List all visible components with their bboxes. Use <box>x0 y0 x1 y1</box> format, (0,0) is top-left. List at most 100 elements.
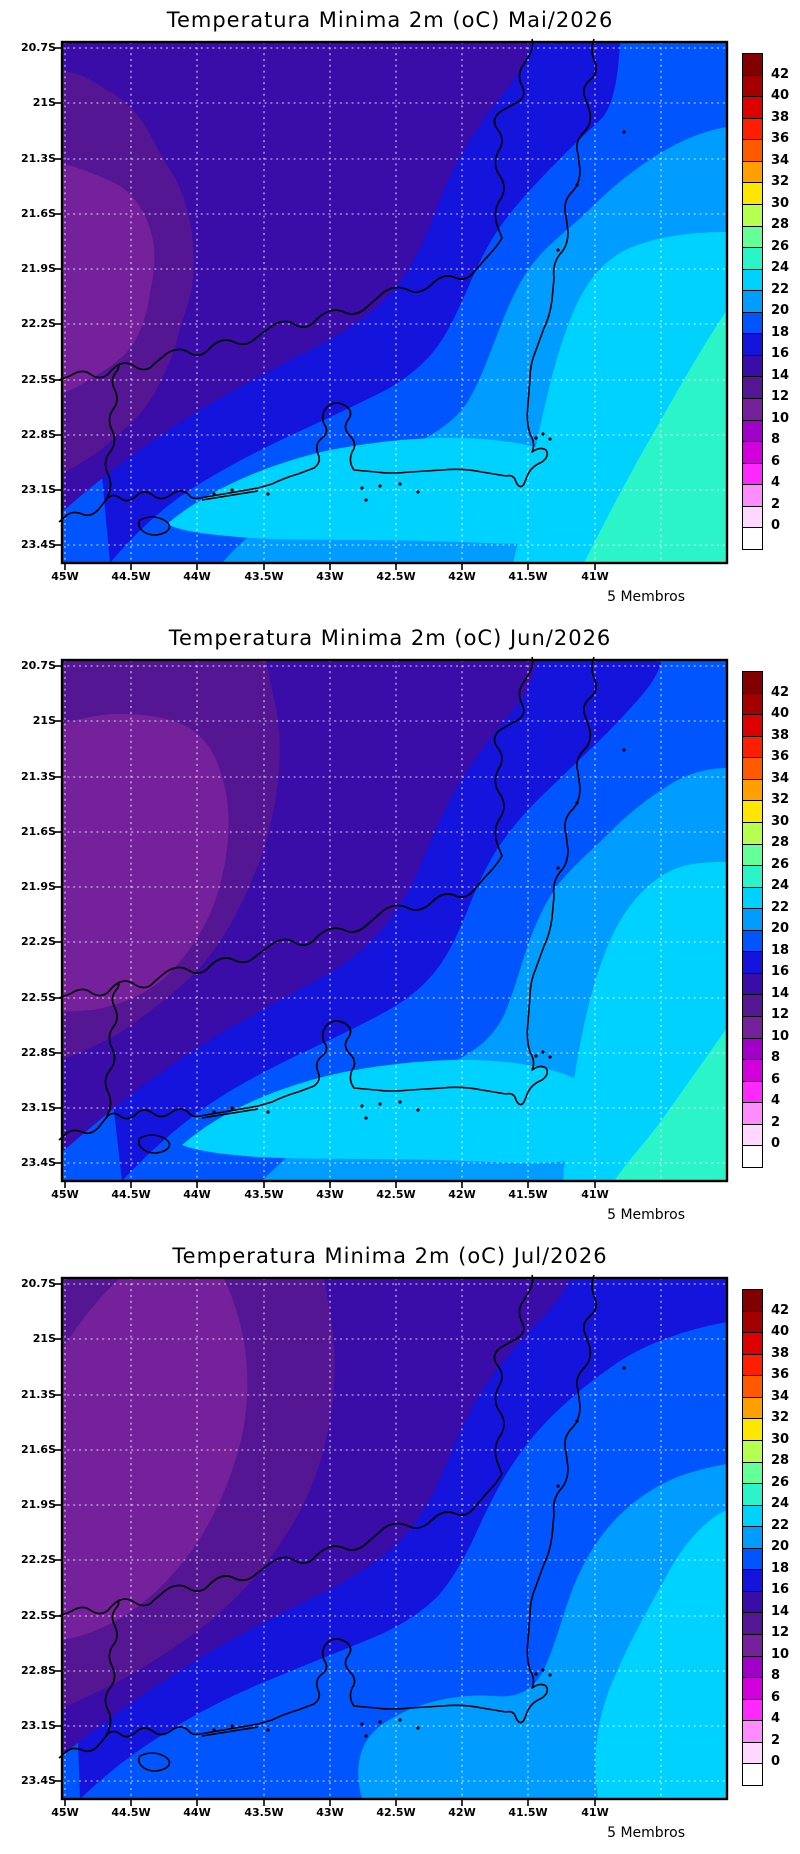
colorbar-label: 8 <box>771 1050 781 1066</box>
colorbar-label: 32 <box>771 1410 790 1426</box>
contour-field <box>55 1274 729 1806</box>
colorbar-segment <box>743 844 762 867</box>
coastline <box>201 1726 259 1737</box>
coastline <box>58 38 534 381</box>
y-axis-label: 22.2S <box>20 935 56 948</box>
panel-title-june: Temperatura Minima 2m (oC) Jun/2026 <box>168 626 612 650</box>
colorbar-segment <box>743 1699 762 1722</box>
island-dot <box>575 1419 579 1423</box>
island-dot <box>360 1104 364 1108</box>
colorbar-segment <box>743 1613 762 1635</box>
x-axis-label: 44W <box>183 1188 211 1201</box>
colorbar-label: 22 <box>771 899 790 915</box>
coastline <box>58 1274 598 1759</box>
y-axis-label: 21.3S <box>20 152 56 165</box>
y-axis-label: 21.9S <box>20 262 56 275</box>
colorbar-label: 32 <box>771 174 790 190</box>
colorbar-segment <box>743 887 762 910</box>
x-axis-label: 45W <box>51 570 79 583</box>
colorbar-segment <box>743 1462 762 1485</box>
island-dot <box>416 490 420 494</box>
colorbar-label: 30 <box>771 813 790 829</box>
x-axis-label: 42W <box>448 570 476 583</box>
y-axis-label: 22.8S <box>20 428 56 441</box>
x-axis-label: 43W <box>316 1188 344 1201</box>
y-axis-label: 22.5S <box>20 373 56 386</box>
island-dot <box>556 866 560 870</box>
colorbar-segment <box>743 377 762 399</box>
island-dot <box>622 130 626 134</box>
y-axis-label: 21.6S <box>20 207 56 220</box>
island-dot <box>416 1108 420 1112</box>
colorbar-segment <box>743 995 762 1017</box>
island-dot <box>360 1722 364 1726</box>
contour-field <box>55 656 729 1188</box>
colorbar-segment <box>743 183 762 205</box>
colorbar-segment <box>743 866 762 888</box>
coastline <box>137 1134 171 1154</box>
colorbar-label: 30 <box>771 195 790 211</box>
x-axis-label: 41W <box>581 570 609 583</box>
colorbar-segment <box>743 161 762 184</box>
island-dot <box>360 486 364 490</box>
colorbar-segment <box>743 334 762 356</box>
colorbar-segment <box>743 758 762 780</box>
x-axis-label: 41W <box>581 1188 609 1201</box>
x-axis-label: 43W <box>316 570 344 583</box>
island-dot <box>266 1728 270 1732</box>
y-axis-label: 21.9S <box>20 1498 56 1511</box>
colorbar-label: 2 <box>771 496 781 512</box>
island-dot <box>230 488 234 492</box>
contour-map-may <box>55 38 729 570</box>
y-axis-label: 20.7S <box>20 659 56 672</box>
colorbar <box>742 671 763 1168</box>
y-axis-label: 21.3S <box>20 1388 56 1401</box>
colorbar-segment <box>743 1635 762 1657</box>
colorbar-label: 38 <box>771 109 790 125</box>
colorbar-segment <box>743 672 762 694</box>
x-axis-label: 42.5W <box>376 1806 416 1819</box>
coastline <box>137 516 171 536</box>
colorbar-label: 38 <box>771 727 790 743</box>
coastline <box>137 1752 171 1772</box>
contour-overlay-24-26 <box>584 310 727 563</box>
y-axis-label: 21.6S <box>20 825 56 838</box>
colorbar-label: 26 <box>771 856 790 872</box>
island-dot <box>398 482 402 486</box>
y-axis-label: 22.5S <box>20 1609 56 1622</box>
colorbar-segment <box>743 1527 762 1549</box>
colorbar-segment <box>743 1656 762 1679</box>
colorbar-label: 26 <box>771 1474 790 1490</box>
panel-title-july: Temperatura Minima 2m (oC) Jul/2026 <box>172 1244 608 1268</box>
island-dot <box>398 1100 402 1104</box>
colorbar-segment <box>743 291 762 313</box>
colorbar-segment <box>743 1419 762 1441</box>
island-dot <box>534 1054 538 1058</box>
colorbar-segment <box>743 528 762 549</box>
island-dot <box>548 1673 552 1677</box>
colorbar-segment <box>743 420 762 443</box>
island-dot <box>556 1484 560 1488</box>
x-axis-label: 41.5W <box>508 1188 548 1201</box>
island-dot <box>364 1116 368 1120</box>
colorbar-label: 14 <box>771 1603 790 1619</box>
colorbar-label: 16 <box>771 346 790 362</box>
map-panel-july: Temperatura Minima 2m (oC) Jul/2026 5 Me… <box>0 1236 800 1854</box>
island-dot <box>575 801 579 805</box>
x-axis-label: 42.5W <box>376 570 416 583</box>
colorbar-segment <box>743 97 762 119</box>
contour-overlay-24-26 <box>614 1028 727 1181</box>
colorbar-label: 2 <box>771 1114 781 1130</box>
colorbar-segment <box>743 1678 762 1700</box>
colorbar-label: 18 <box>771 942 790 958</box>
colorbar-segment <box>743 1484 762 1506</box>
x-axis-label: 44W <box>183 570 211 583</box>
colorbar-segment <box>743 506 762 529</box>
colorbar-segment <box>743 1103 762 1125</box>
colorbar-label: 40 <box>771 706 790 722</box>
colorbar-label: 12 <box>771 389 790 405</box>
island-dot <box>212 1728 216 1732</box>
island-dot <box>575 183 579 187</box>
island-dot <box>541 1050 545 1054</box>
colorbar-label: 0 <box>771 1754 781 1770</box>
